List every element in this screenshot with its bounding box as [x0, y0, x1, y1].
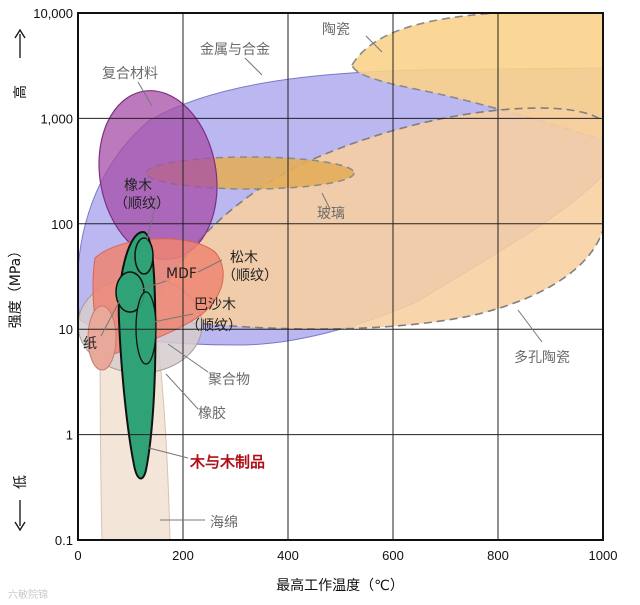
leader-lines — [100, 35, 543, 521]
label-wood: 木与木制品 — [189, 453, 265, 471]
label-rubber: 橡胶 — [198, 405, 226, 422]
leader-paper — [100, 299, 121, 337]
label-sponge: 海绵 — [210, 514, 238, 531]
watermark: 六敏院锦 — [8, 588, 48, 601]
plot-frame — [77, 12, 604, 541]
region-balsa — [135, 291, 157, 365]
x-tick-label: 0 — [74, 548, 81, 563]
leader-porous — [517, 309, 543, 343]
leader-oak — [146, 199, 158, 241]
grid — [78, 13, 603, 540]
label-glass: 玻璃 — [317, 205, 345, 222]
leader-rubber — [165, 373, 199, 410]
label-porous: 多孔陶瓷 — [514, 349, 570, 366]
x-axis-title: 最高工作温度（℃） — [276, 577, 404, 594]
x-tick-label: 800 — [487, 548, 509, 563]
label-balsa-2: （顺纹） — [186, 318, 242, 334]
leader-pine — [197, 259, 223, 273]
label-metals: 金属与合金 — [200, 42, 270, 58]
label-composites: 复合材料 — [102, 65, 158, 82]
label-balsa-1: 巴沙木 — [194, 297, 236, 313]
region-paper — [87, 305, 117, 371]
leader-balsa — [152, 313, 194, 323]
y-low-indicator: 低 — [13, 475, 29, 532]
up-arrowhead-icon — [14, 28, 26, 39]
label-pine-1: 松木 — [230, 250, 258, 266]
regions-layer — [78, 13, 603, 540]
label-polymers: 聚合物 — [208, 372, 250, 388]
x-tick-label: 400 — [277, 548, 299, 563]
leader-ceramics — [365, 35, 383, 53]
leader-wood — [148, 447, 189, 459]
label-mdf: MDF — [166, 266, 197, 282]
label-ceramics: 陶瓷 — [322, 22, 350, 38]
leader-glass — [321, 192, 331, 210]
leader-composites — [137, 81, 153, 107]
y-high-label: 高 — [12, 85, 29, 99]
y-tick-label: 0.1 — [55, 533, 73, 548]
y-tick-label: 1,000 — [40, 111, 73, 126]
leader-metals — [244, 57, 263, 76]
label-oak-2: （顺纹） — [114, 196, 170, 212]
leader-mdf — [138, 280, 167, 291]
region-labels: 陶瓷 金属与合金 复合材料 橡木 （顺纹） 玻璃 松木 （顺纹） MDF 巴沙木… — [83, 22, 570, 531]
y-tick-label: 10 — [59, 322, 73, 337]
y-tick-label: 10,000 — [33, 6, 73, 21]
y-axis-title: 强度（MPa） — [8, 244, 24, 328]
label-paper: 纸 — [83, 336, 97, 352]
y-tick-label: 100 — [51, 217, 73, 232]
label-pine-2: （顺纹） — [222, 268, 278, 284]
down-arrowhead-icon — [14, 521, 26, 532]
x-tick-label: 1000 — [589, 548, 618, 563]
x-tick-label: 200 — [172, 548, 194, 563]
x-tick-labels: 0 200 400 600 800 1000 — [74, 548, 617, 563]
y-tick-labels: 10,000 1,000 100 10 1 0.1 — [33, 6, 73, 548]
y-tick-label: 1 — [66, 428, 73, 443]
region-oak — [134, 237, 154, 275]
label-oak-1: 橡木 — [124, 178, 152, 194]
leader-polymers — [167, 343, 209, 373]
x-tick-label: 600 — [382, 548, 404, 563]
y-high-indicator: 高 — [12, 28, 29, 99]
y-low-label: 低 — [13, 475, 29, 489]
